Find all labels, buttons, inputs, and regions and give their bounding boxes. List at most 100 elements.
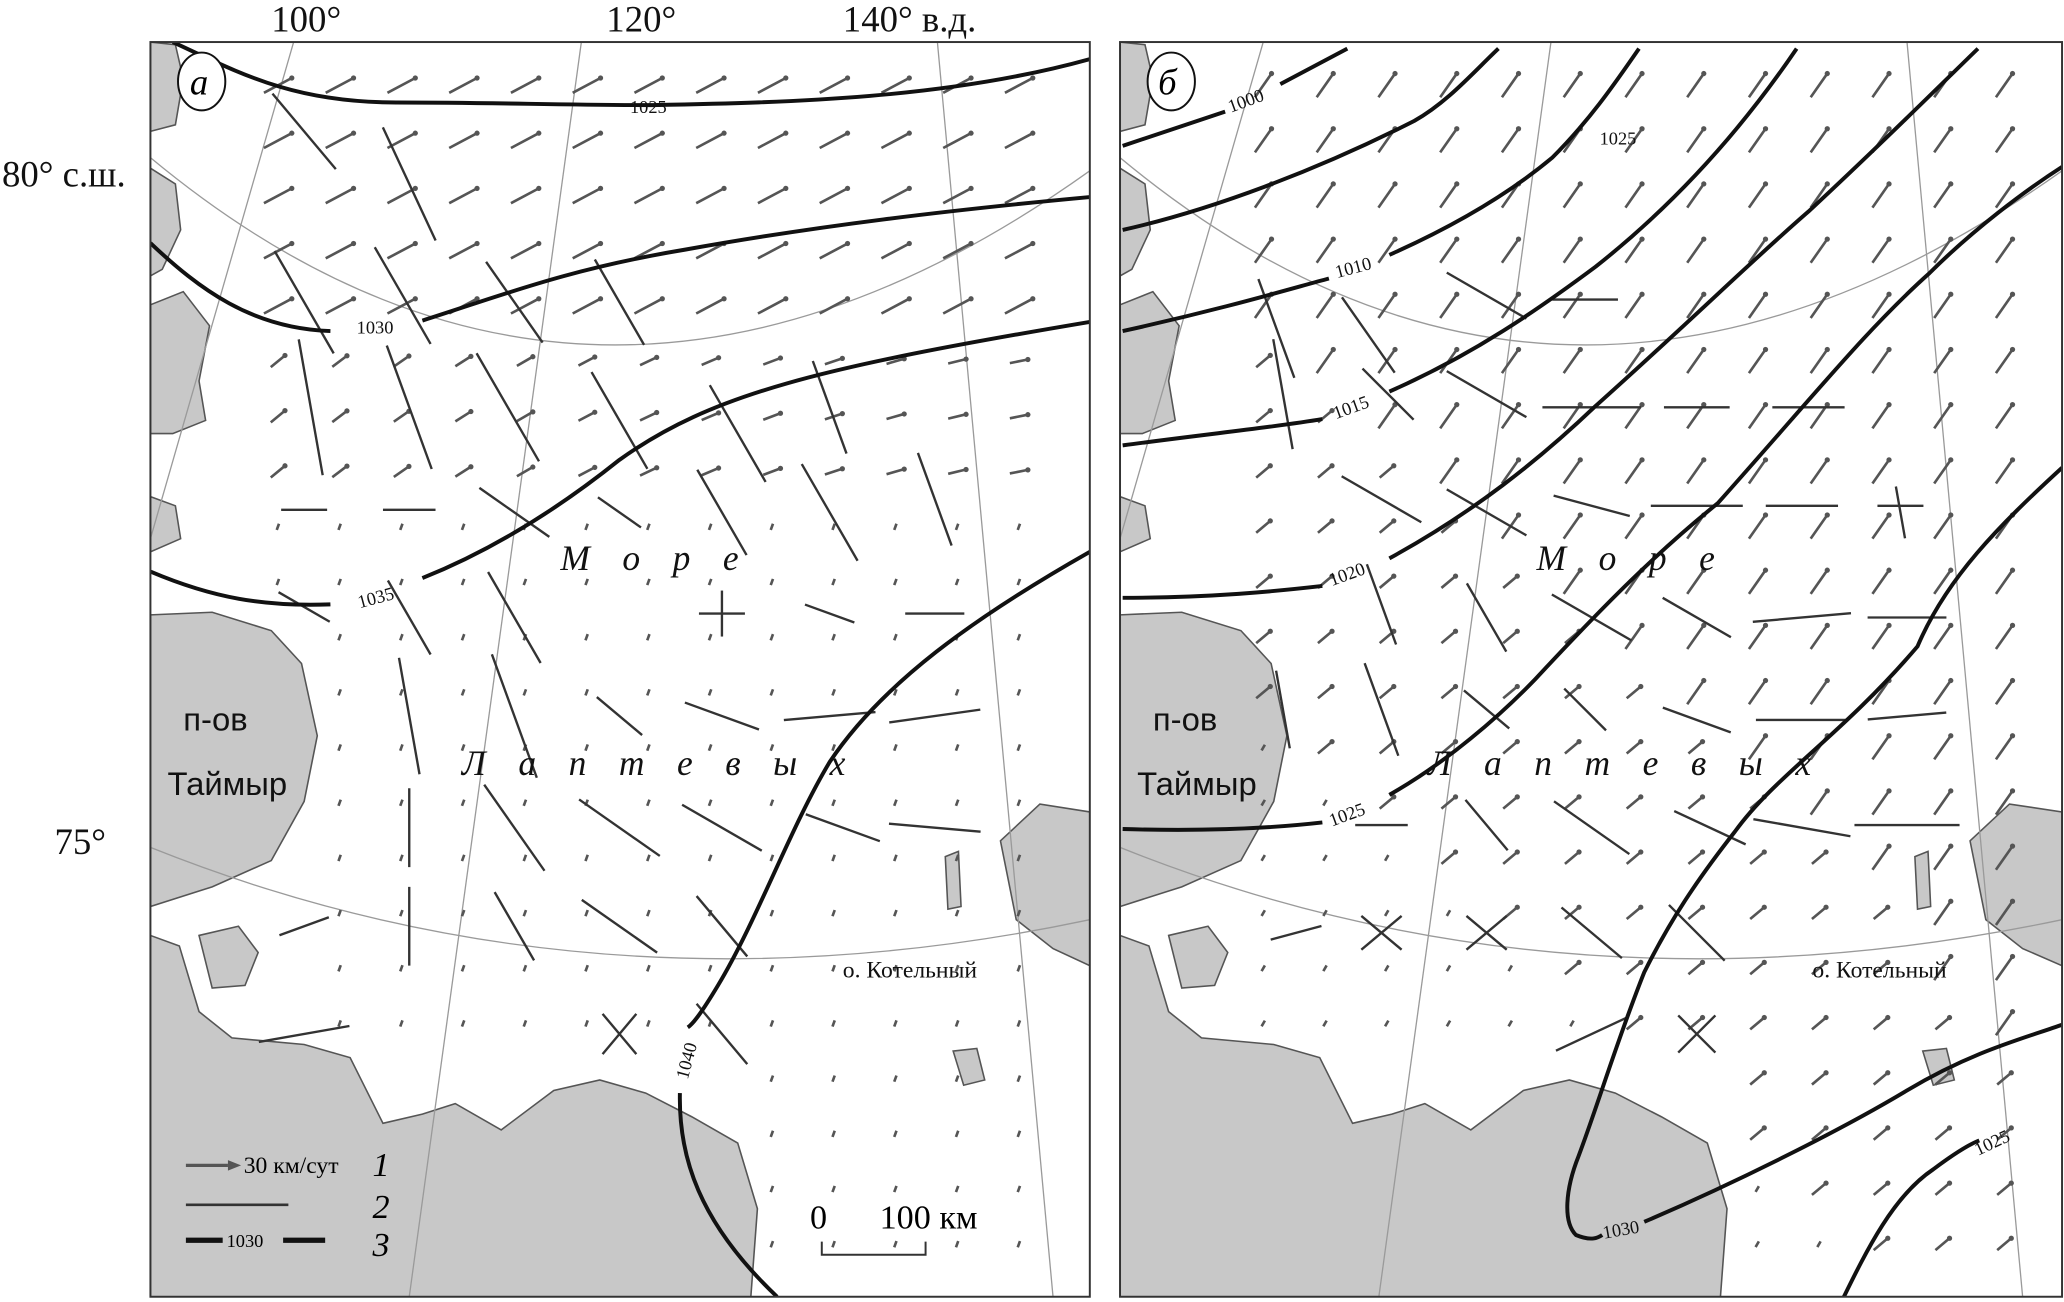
drift-arrow — [1378, 685, 1395, 700]
drift-arrow — [1809, 624, 1829, 650]
drift-arrow — [399, 578, 404, 586]
arrow-head — [968, 185, 974, 191]
drift-arrow — [337, 633, 342, 641]
drift-arrow — [893, 1185, 898, 1193]
drift-arrow — [769, 578, 775, 586]
drift-arrow — [1317, 630, 1333, 645]
drift-arrow — [522, 799, 528, 807]
arrow-head — [1267, 352, 1273, 359]
drift-arrow — [701, 466, 720, 477]
drift-arrow — [510, 242, 540, 260]
drift-arrow — [1255, 464, 1272, 479]
arrow-head — [659, 240, 665, 247]
line-segment — [373, 246, 432, 345]
drift-arrow — [460, 799, 466, 807]
drift-arrow — [954, 1130, 960, 1138]
drift-arrow — [1317, 685, 1333, 700]
drift-arrow — [1933, 900, 1952, 926]
drift-arrow — [1811, 961, 1827, 976]
drift-arrow — [399, 688, 404, 696]
drift-arrow — [769, 1075, 775, 1083]
drift-arrow — [1809, 293, 1829, 319]
drift-arrow — [757, 132, 787, 150]
drift-arrow — [516, 355, 534, 368]
arrow-head — [1761, 904, 1767, 910]
arrow-head — [1329, 518, 1335, 524]
drift-arrow — [1562, 293, 1582, 319]
drift-arrow — [1625, 685, 1642, 700]
arrow-head — [1576, 959, 1582, 966]
arrow-head — [1885, 1235, 1891, 1241]
arrow-head — [906, 296, 912, 302]
arrow-head — [1948, 733, 1954, 739]
arrow-head — [1514, 683, 1520, 690]
drift-arrow — [1502, 575, 1519, 589]
arrow-head — [597, 185, 604, 191]
arrow-head — [1454, 236, 1460, 242]
drift-arrow — [1562, 569, 1582, 595]
drift-arrow — [954, 1240, 960, 1248]
arrow-head — [783, 296, 789, 302]
line-segment — [1867, 711, 1947, 721]
arrow-head — [1762, 346, 1769, 353]
arrow-head — [1025, 467, 1031, 473]
line-segment — [695, 1003, 749, 1065]
drift-arrow — [584, 633, 589, 641]
graticule — [1120, 42, 2063, 1297]
drift-arrow — [1933, 459, 1952, 485]
arrow-head — [289, 296, 295, 302]
drift-arrow — [454, 410, 472, 423]
drift-arrow — [707, 633, 713, 641]
drift-arrow — [331, 354, 348, 368]
arrow-head — [412, 240, 418, 247]
arrow-head — [1824, 181, 1830, 187]
arrow-head — [1886, 622, 1892, 628]
line-segment — [1341, 475, 1422, 524]
arrow-head — [2009, 346, 2016, 353]
drift-arrow — [1502, 851, 1519, 865]
arrow-head — [1392, 236, 1398, 242]
drift-arrow — [1994, 900, 2014, 926]
drift-arrow — [1686, 238, 1705, 264]
drift-arrow — [1439, 183, 1458, 209]
drift-arrow — [1502, 630, 1519, 645]
arrow-head — [715, 410, 722, 416]
drift-arrow — [1871, 403, 1891, 430]
drift-arrow — [325, 187, 355, 205]
line-segment — [1465, 582, 1508, 653]
arrow-head — [783, 130, 789, 136]
drift-arrow — [954, 688, 960, 696]
drift-arrow — [1686, 127, 1705, 154]
drift-arrow — [1994, 348, 2014, 374]
drift-arrow — [1749, 1016, 1766, 1031]
drift-arrow — [1016, 854, 1022, 862]
line-segment — [381, 126, 437, 241]
line-segment — [271, 92, 337, 170]
arrow-head — [1267, 573, 1273, 579]
line-segment — [493, 891, 536, 961]
drift-arrow — [646, 744, 651, 752]
arrow-head — [2009, 843, 2016, 849]
drift-arrow — [1564, 685, 1580, 700]
drift-arrow — [460, 523, 466, 531]
svg-text:1030: 1030 — [227, 1231, 264, 1251]
arrow-head — [1330, 346, 1336, 353]
arrow-head — [1701, 622, 1707, 628]
arrow-head — [1514, 573, 1520, 579]
drift-arrow — [1500, 459, 1520, 485]
drift-arrow — [886, 412, 905, 421]
drift-arrow — [831, 909, 836, 917]
drift-arrow — [269, 354, 286, 369]
legend-item-2: 2 — [185, 1189, 390, 1226]
drift-arrow — [1686, 183, 1705, 209]
drift-arrow — [893, 964, 898, 972]
arrow-head — [1025, 356, 1031, 363]
arrow-head — [1701, 457, 1707, 463]
arrow-head — [350, 296, 357, 302]
drift-arrow — [707, 799, 713, 807]
arrow-head — [1452, 794, 1459, 800]
arrow-head — [1948, 346, 1954, 353]
drift-arrow — [1872, 1016, 1889, 1031]
drift-arrow — [1009, 413, 1029, 420]
line-segment — [708, 384, 767, 483]
